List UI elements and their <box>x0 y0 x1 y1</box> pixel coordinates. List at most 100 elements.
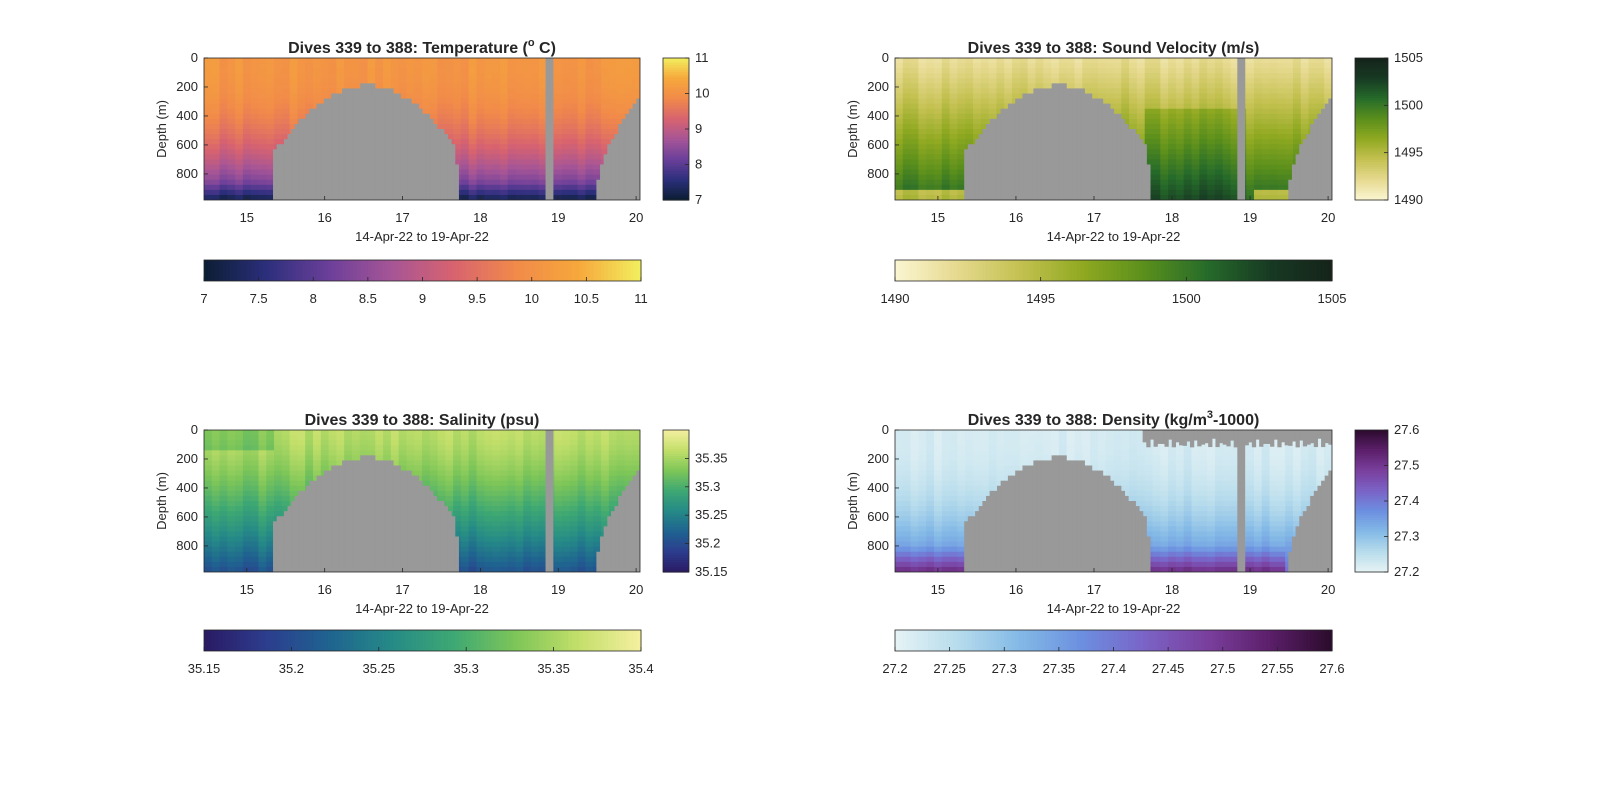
field-cell <box>500 547 508 553</box>
field-cell <box>227 496 235 502</box>
field-cell <box>235 537 243 543</box>
field-cell <box>220 119 228 125</box>
field-cell <box>212 180 220 186</box>
field-cell <box>1270 180 1278 186</box>
field-cell <box>903 119 911 125</box>
field-cell <box>204 440 212 446</box>
field-cell <box>1098 88 1106 94</box>
field-cell <box>586 99 594 105</box>
field-cell <box>251 445 259 451</box>
field-cell <box>508 144 516 150</box>
field-cell <box>1168 58 1176 64</box>
field-cell <box>934 68 942 74</box>
field-cell <box>453 471 461 477</box>
field-cell <box>445 104 453 110</box>
field-cell <box>274 63 282 69</box>
field-cell <box>259 435 267 441</box>
colorbar-cell <box>331 260 335 281</box>
field-cell <box>212 129 220 135</box>
field-cell <box>942 58 950 64</box>
colorbar-cell <box>208 260 212 281</box>
field-cell <box>344 58 352 64</box>
field-cell <box>1262 104 1270 110</box>
field-cell <box>609 119 617 125</box>
field-cell <box>274 445 282 451</box>
field-cell <box>492 450 500 456</box>
field-cell <box>1035 83 1043 89</box>
colorbar-cell <box>590 260 594 281</box>
field-cell <box>578 180 586 186</box>
field-cell <box>492 154 500 160</box>
field-cell <box>1004 68 1012 74</box>
field-cell <box>996 73 1004 79</box>
field-cell <box>1277 114 1285 120</box>
colorbar-tick-label: 10.5 <box>574 291 599 306</box>
field-cell <box>274 68 282 74</box>
field-cell <box>204 557 212 563</box>
field-cell <box>492 496 500 502</box>
field-cell <box>282 450 290 456</box>
field-cell <box>1090 63 1098 69</box>
field-cell <box>391 440 399 446</box>
terrain-cell <box>1012 104 1016 200</box>
field-cell <box>259 58 267 64</box>
terrain-cell <box>1048 88 1052 200</box>
field-cell <box>950 88 958 94</box>
field-cell <box>1129 114 1137 120</box>
colorbar-cell <box>623 260 627 281</box>
field-cell <box>1176 114 1184 120</box>
field-cell <box>950 99 958 105</box>
field-cell <box>1270 63 1278 69</box>
field-cell <box>1004 83 1012 89</box>
field-cell <box>918 134 926 140</box>
field-cell <box>950 185 958 191</box>
field-cell <box>251 180 259 186</box>
field-cell <box>500 83 508 89</box>
field-cell <box>1067 58 1075 64</box>
field-cell <box>1160 149 1168 155</box>
colorbar-cell <box>626 260 630 281</box>
field-cell <box>1192 144 1200 150</box>
field-cell <box>500 491 508 497</box>
field-cell <box>438 435 446 441</box>
field-cell <box>484 562 492 568</box>
field-cell <box>1277 175 1285 181</box>
field-cell <box>1301 124 1309 130</box>
field-cell <box>1160 139 1168 145</box>
field-cell <box>259 526 267 532</box>
field-cell <box>554 180 562 186</box>
field-cell <box>360 63 368 69</box>
field-cell <box>235 104 243 110</box>
field-cell <box>469 476 477 482</box>
colorbar-cell <box>1307 260 1311 281</box>
colorbar-cell <box>616 260 620 281</box>
field-cell <box>609 88 617 94</box>
field-cell <box>1082 58 1090 64</box>
field-cell <box>531 476 539 482</box>
field-cell <box>508 99 516 105</box>
field-cell <box>274 58 282 64</box>
field-cell <box>1145 139 1153 145</box>
field-cell <box>406 58 414 64</box>
colorbar-tick-label: 1490 <box>881 291 910 306</box>
colorbar-cell <box>1044 260 1048 281</box>
field-cell <box>461 109 469 115</box>
field-cell <box>220 139 228 145</box>
field-cell <box>1207 190 1215 196</box>
field-cell <box>1223 88 1231 94</box>
field-cell <box>445 486 453 492</box>
field-cell <box>562 175 570 181</box>
field-cell <box>895 94 903 100</box>
field-cell <box>593 94 601 100</box>
field-cell <box>445 129 453 135</box>
field-cell <box>344 440 352 446</box>
field-cell <box>957 134 965 140</box>
field-cell <box>297 73 305 79</box>
field-cell <box>1153 134 1161 140</box>
terrain-cell <box>1001 109 1005 200</box>
field-cell <box>375 450 383 456</box>
field-cell <box>274 481 282 487</box>
field-cell <box>508 78 516 84</box>
field-cell <box>484 450 492 456</box>
field-cell <box>1199 78 1207 84</box>
